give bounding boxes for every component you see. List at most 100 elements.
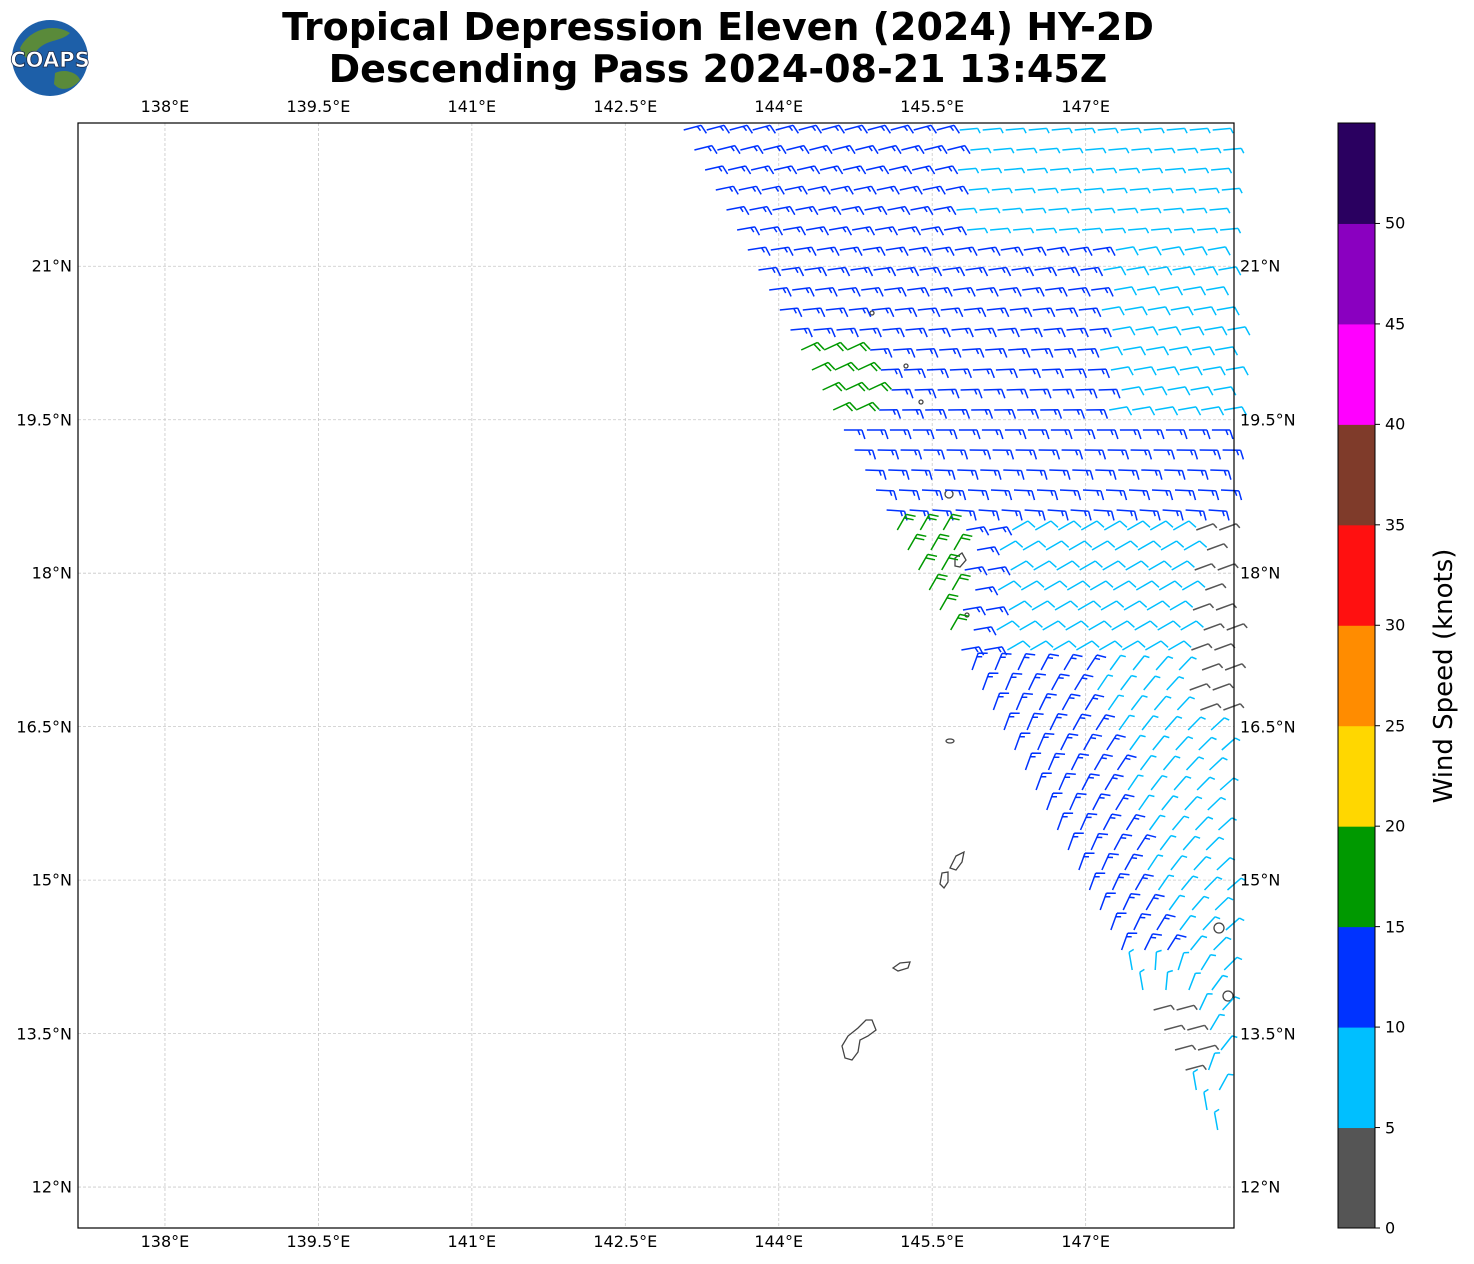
wind-barb <box>816 246 840 256</box>
wind-barb <box>1138 794 1155 811</box>
wind-barb <box>1057 266 1081 277</box>
wind-barb <box>1118 469 1140 480</box>
wind-barb <box>875 489 898 501</box>
wind-barb <box>1068 287 1091 297</box>
wind-barb <box>1001 509 1023 521</box>
wind-barb <box>750 165 775 175</box>
wind-barb <box>925 408 948 419</box>
wind-barb <box>1148 814 1166 831</box>
wind-barb <box>1173 775 1192 791</box>
wind-barb <box>1178 656 1197 671</box>
wind-barb <box>1122 892 1141 911</box>
wind-barb <box>1210 717 1230 731</box>
wind-barb <box>1066 327 1089 338</box>
wind-barb <box>956 207 978 214</box>
wind-barb <box>944 489 967 501</box>
wind-barb <box>747 246 771 256</box>
wind-barb <box>809 144 833 155</box>
wind-barb <box>1160 540 1185 551</box>
wind-barb <box>928 573 948 591</box>
wind-barb <box>1178 406 1202 416</box>
wind-barb <box>1046 792 1063 811</box>
wind-barb <box>763 144 787 155</box>
wind-barb <box>1038 449 1061 460</box>
wind-barb <box>971 408 994 419</box>
wind-barb <box>1004 429 1027 440</box>
y-tick-left-label: 12°N <box>31 1177 72 1197</box>
wind-barb <box>1135 580 1160 591</box>
wind-barb <box>983 388 1006 399</box>
wind-barb <box>955 509 977 521</box>
wind-barb <box>939 347 962 358</box>
wind-barb <box>1035 772 1052 791</box>
wind-barb <box>1210 469 1232 480</box>
wind-barb <box>876 185 900 195</box>
wind-barb <box>1126 520 1151 531</box>
wind-barb <box>1106 734 1126 751</box>
wind-barb <box>1152 735 1170 751</box>
wind-barb <box>1053 640 1077 651</box>
wind-barb <box>1017 408 1040 419</box>
wind-barb <box>899 185 923 195</box>
wind-barb <box>1139 509 1161 521</box>
chart-title-line-1: Tropical Depression Eleven (2024) HY-2D <box>282 5 1154 49</box>
wind-barb <box>1019 620 1043 631</box>
wind-barb <box>1026 712 1044 731</box>
wind-barb <box>1208 509 1230 521</box>
wind-barb <box>1156 913 1176 931</box>
x-tick-top-label: 141°E <box>447 97 497 116</box>
wind-barb <box>1205 583 1227 591</box>
wind-barb <box>1076 640 1100 651</box>
wind-barb <box>1155 406 1179 416</box>
wind-barb <box>819 165 844 175</box>
wind-barb <box>727 165 752 175</box>
wind-barb <box>1105 227 1127 234</box>
y-tick-left-label: 16.5°N <box>16 717 72 737</box>
y-tick-left-label: 21°N <box>31 256 72 276</box>
wind-barb <box>1203 623 1225 631</box>
wind-barb <box>962 606 986 616</box>
wind-barb <box>1055 307 1079 318</box>
wind-barb <box>717 144 741 155</box>
wind-barb <box>951 573 971 591</box>
wind-barb <box>922 185 946 195</box>
wind-barb <box>1037 187 1059 194</box>
wind-barb <box>896 266 920 277</box>
wind-barb <box>1056 812 1074 831</box>
wind-barb <box>1207 246 1231 256</box>
wind-barb <box>1078 852 1095 871</box>
wind-barb <box>1033 560 1057 571</box>
colorbar-segment <box>1338 826 1375 928</box>
wind-barb <box>963 307 987 318</box>
wind-barb <box>1039 147 1061 154</box>
wind-barb <box>880 368 903 379</box>
wind-barb <box>1160 286 1184 296</box>
wind-barb <box>1014 187 1036 194</box>
wind-barb <box>1072 713 1092 731</box>
wind-barb <box>1219 777 1239 791</box>
wind-barb <box>978 509 1000 521</box>
wind-barb <box>782 226 807 236</box>
wind-barb <box>798 124 823 134</box>
wind-barb <box>1024 509 1046 521</box>
colorbar-segment <box>1338 1127 1375 1229</box>
wind-barb <box>1026 469 1048 480</box>
wind-barb <box>948 408 971 419</box>
wind-barb <box>770 246 794 256</box>
wind-barb <box>800 341 825 352</box>
wind-barb <box>1101 306 1125 316</box>
wind-barb <box>1104 773 1124 791</box>
wind-barb <box>1132 655 1150 671</box>
wind-barb <box>1100 600 1125 611</box>
wind-barb <box>1156 366 1180 376</box>
wind-barb <box>1078 307 1102 318</box>
wind-barb <box>975 586 999 596</box>
wind-barb <box>1013 227 1035 234</box>
wind-barb <box>822 381 846 392</box>
wind-barb <box>1162 509 1184 521</box>
tinian-island <box>939 871 949 890</box>
wind-barb <box>1185 509 1207 521</box>
x-tick-top-label: 144°E <box>754 97 804 116</box>
wind-barb <box>1207 1052 1221 1071</box>
